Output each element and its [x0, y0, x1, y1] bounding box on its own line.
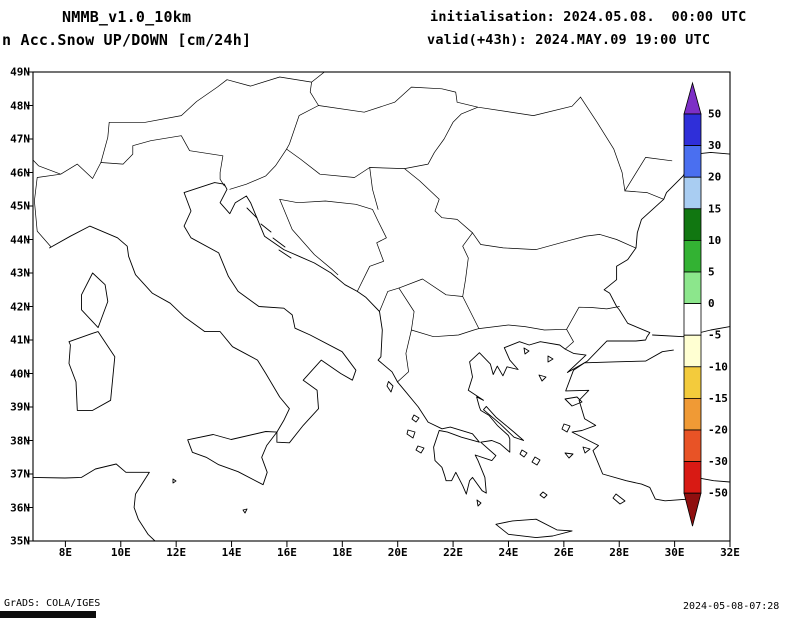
island-lesbos	[564, 396, 583, 407]
colorbar-segment	[683, 397, 702, 431]
border-romania-bulgaria-danube	[472, 232, 636, 250]
model-title: NMMB_v1.0_10km	[62, 8, 192, 26]
island-cephalonia	[406, 429, 416, 439]
island-zakynthos	[415, 445, 425, 454]
island-sicily	[187, 431, 278, 486]
coastline-italy	[49, 182, 357, 444]
colorbar-segment	[683, 113, 702, 147]
border-moldova-ukraine	[624, 157, 673, 192]
colorbar-label: 10	[708, 234, 721, 247]
colorbar-segment	[683, 461, 702, 494]
colorbar-label: -20	[708, 424, 728, 437]
border-prut-danube-delta	[580, 96, 665, 200]
border-slovakia-hungary-ukraine	[318, 86, 581, 116]
colorbar-segment	[683, 366, 702, 399]
border-macedonia-greece	[411, 328, 480, 338]
border-czech-austria-slovakia	[226, 72, 325, 106]
island-evia	[483, 405, 525, 441]
border-alps	[34, 135, 225, 248]
colorbar-top-arrow	[683, 81, 702, 115]
colorbar-label: 15	[708, 202, 721, 215]
border-bosnia-east	[279, 198, 387, 292]
island-crete	[495, 518, 573, 539]
border-serbia-montenegro-albania	[379, 278, 464, 312]
island-corsica	[81, 272, 109, 329]
border-slovenia-croatia	[229, 148, 287, 190]
coastline-north-africa	[33, 463, 156, 541]
island-malta	[242, 508, 248, 514]
colorbar-label: -5	[708, 329, 721, 342]
axis-ticks	[27, 71, 731, 547]
island-sardinia	[68, 331, 116, 411]
border-bulgaria-greece	[478, 324, 567, 331]
island-lefkada	[411, 414, 420, 423]
border-bulgaria-turkey	[566, 306, 620, 330]
border-serbia-romania	[404, 168, 473, 234]
colorbar-label: 30	[708, 139, 721, 152]
init-time-label: initialisation: 2024.05.08. 00:00 UTC	[430, 9, 747, 25]
island-corfu	[386, 381, 394, 393]
island-thasos	[523, 347, 530, 355]
colorbar-segment	[683, 208, 702, 241]
island-naxos	[531, 456, 541, 466]
colorbar-label: 0	[708, 297, 715, 310]
border-germany-austria	[100, 79, 228, 163]
island-kythira	[476, 499, 482, 507]
colorbar-bottom-arrow	[683, 492, 702, 527]
colorbar-segment	[683, 429, 702, 463]
island-samothrace	[547, 355, 554, 363]
valid-time-label: valid(+43h): 2024.MAY.09 19:00 UTC	[427, 32, 711, 48]
colorbar-segment	[683, 239, 702, 273]
border-france-switzerland	[33, 159, 62, 175]
island-samos	[582, 446, 591, 454]
border-serbia-croatia	[369, 167, 379, 210]
island-limnos	[538, 374, 547, 382]
colorbar-segment	[683, 271, 702, 305]
taskbar-fragment	[0, 611, 96, 618]
colorbar-segment	[683, 145, 702, 178]
island-rhodes	[612, 493, 626, 505]
product-title: n Acc.Snow UP/DOWN [cm/24h]	[2, 31, 252, 49]
border-croatia-bosnia-west	[279, 198, 339, 276]
grads-credit: GrADS: COLA/IGES	[4, 598, 101, 609]
colorbar-segment	[683, 176, 702, 210]
creation-timestamp: 2024-05-08-07:28	[683, 601, 780, 612]
colorbar-label: 20	[708, 171, 721, 184]
island-chios	[561, 423, 571, 433]
border-serbia-bulgaria	[462, 232, 480, 329]
colorbar-label: -50	[708, 487, 728, 500]
coastline-marmara-south	[573, 349, 674, 371]
border-greece-turkey	[564, 328, 574, 350]
border-albania-greece	[397, 287, 415, 383]
island-ikaria	[564, 452, 574, 459]
colorbar-label: 5	[708, 266, 715, 279]
coastline-balkans-greece-blacksea	[219, 151, 730, 495]
island-pantelleria	[172, 478, 177, 484]
colorbar-label: -30	[708, 455, 728, 468]
island-santorini	[539, 491, 548, 499]
colorbar-segment	[683, 303, 702, 336]
colorbar-label: 50	[708, 108, 721, 121]
colorbar-segment	[683, 334, 702, 368]
colorbar-label: -15	[708, 392, 728, 405]
island-andros	[519, 449, 528, 458]
islands-dalmatia	[246, 207, 292, 259]
colorbar-label: -10	[708, 360, 728, 373]
